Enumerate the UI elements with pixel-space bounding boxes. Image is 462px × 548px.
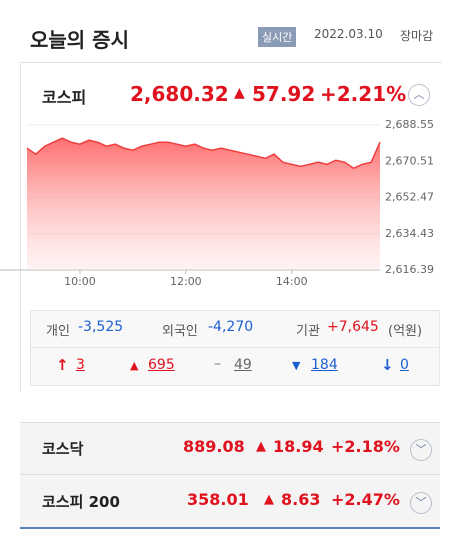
investor-value: +7,645 — [327, 319, 379, 335]
up-icon: ▲ — [264, 492, 274, 507]
investor-box — [30, 310, 440, 386]
index-change: 18.94 — [273, 437, 324, 456]
index-value: 889.08 — [183, 437, 245, 456]
index-value: 358.01 — [187, 490, 249, 509]
index-name: 코스피 200 — [42, 493, 120, 511]
index-change: 57.92 — [252, 82, 316, 106]
unit: (억원) — [388, 324, 423, 339]
y-tick-label: 2,652.47 — [385, 191, 434, 204]
date: 2022.03.10 — [314, 27, 383, 41]
divider — [30, 347, 440, 348]
index-name: 코스피 — [42, 88, 87, 107]
index-name: 코스닥 — [42, 440, 84, 458]
index-rate: +2.18% — [331, 437, 400, 456]
y-tick-label: 2,616.39 — [385, 263, 434, 276]
index-rate: +2.47% — [331, 490, 400, 509]
investor-value: -3,525 — [78, 319, 124, 335]
collapse-button[interactable]: ︿ — [408, 84, 430, 106]
breadth-count[interactable]: 184 — [311, 357, 338, 373]
index-rate: +2.21% — [320, 82, 407, 106]
x-tick-label: 14:00 — [276, 275, 308, 288]
investor-label: 기관 — [296, 324, 320, 339]
investor-value: -4,270 — [208, 319, 254, 335]
lower-limit-icon: ↓ — [381, 356, 394, 374]
status: 장마감 — [400, 29, 434, 43]
x-tick-label: 10:00 — [64, 275, 96, 288]
index-value: 2,680.32 — [130, 82, 229, 106]
y-tick-label: 2,670.51 — [385, 154, 434, 167]
divider — [20, 62, 21, 392]
investor-label: 외국인 — [162, 324, 198, 339]
down-icon: ▼ — [292, 359, 301, 372]
up-icon: ▲ — [256, 439, 266, 454]
title: 오늘의 증시 — [30, 28, 129, 52]
x-tick-label: 12:00 — [170, 275, 202, 288]
breadth-count[interactable]: 695 — [148, 357, 175, 373]
divider — [20, 474, 440, 475]
breadth-count[interactable]: 49 — [234, 357, 252, 373]
investor-label: 개인 — [46, 324, 70, 339]
badge: 실시간 — [258, 27, 297, 47]
up-icon: ▲ — [234, 85, 245, 101]
line — [26, 137, 381, 170]
y-tick-label: 2,688.55 — [385, 118, 434, 131]
expand-button[interactable]: ﹀ — [410, 492, 432, 514]
divider — [20, 62, 442, 63]
other-indices — [20, 422, 440, 529]
breadth-count[interactable]: 0 — [400, 357, 409, 373]
area — [27, 138, 380, 270]
up-icon: ▲ — [130, 359, 139, 372]
breadth-count[interactable]: 3 — [76, 357, 85, 373]
upper-limit-icon: ↑ — [56, 356, 69, 374]
expand-button[interactable]: ﹀ — [410, 439, 432, 461]
chart: 2,688.55 2,670.51 2,652.47 2,634.43 2,616.39… — [0, 118, 434, 288]
index-change: 8.63 — [281, 490, 321, 509]
flat-icon: – — [214, 356, 221, 372]
y-tick-label: 2,634.43 — [385, 227, 434, 240]
